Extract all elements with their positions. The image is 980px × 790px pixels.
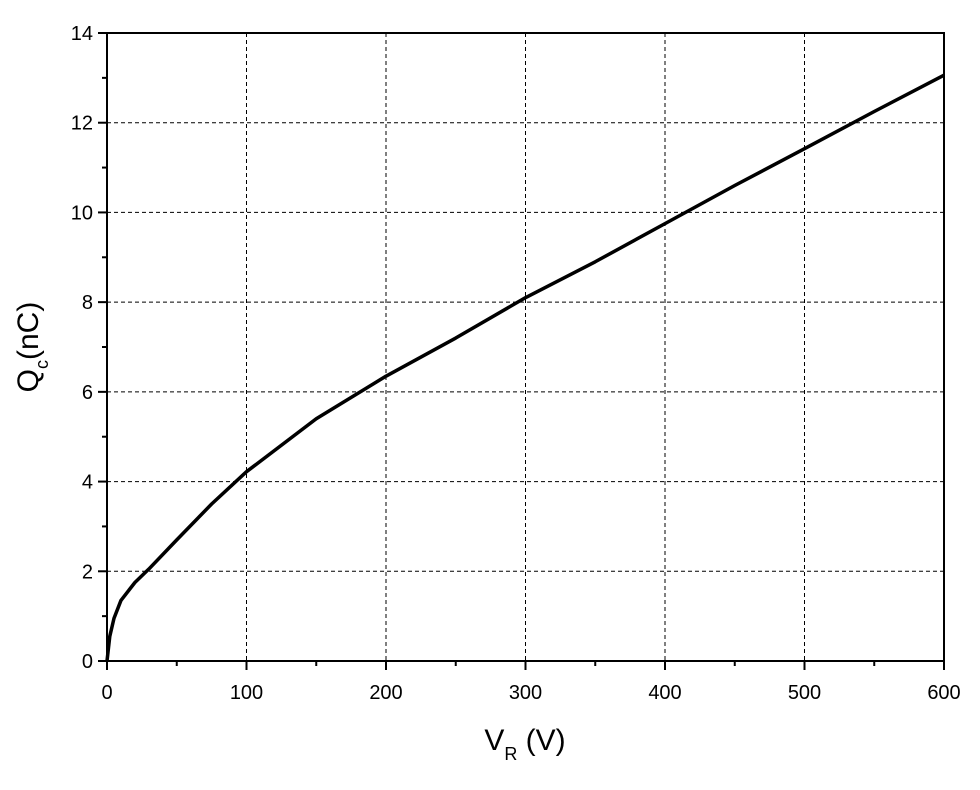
plot-frame	[106, 32, 945, 662]
x-tick-label: 300	[509, 682, 542, 704]
x-tick-label: 0	[101, 682, 112, 704]
x-label-main: V	[484, 724, 504, 757]
x-tick-label: 500	[788, 682, 821, 704]
x-tick-label: 600	[927, 682, 960, 704]
data-line	[105, 73, 945, 662]
y-tick-label: 10	[71, 202, 93, 224]
x-tick-label: 100	[230, 682, 263, 704]
y-tick-label: 6	[82, 382, 93, 404]
x-tick-label: 200	[369, 682, 402, 704]
y-label-rest: (nC)	[12, 302, 45, 360]
y-tick-label: 12	[71, 113, 93, 135]
x-tick-label: 400	[648, 682, 681, 704]
y-label-main: Q	[12, 369, 45, 392]
x-axis-label: VR (V)	[484, 724, 565, 764]
x-label-rest: (V)	[517, 724, 565, 757]
y-tick-label: 0	[82, 651, 93, 673]
y-label-sub: c	[32, 360, 52, 369]
x-label-sub: R	[504, 744, 517, 764]
y-tick-label: 2	[82, 561, 93, 583]
y-tick-label: 4	[82, 472, 93, 494]
y-tick-label: 14	[71, 23, 93, 45]
y-axis-label: Qc(nC)	[12, 302, 52, 393]
y-tick-label: 8	[82, 292, 93, 314]
